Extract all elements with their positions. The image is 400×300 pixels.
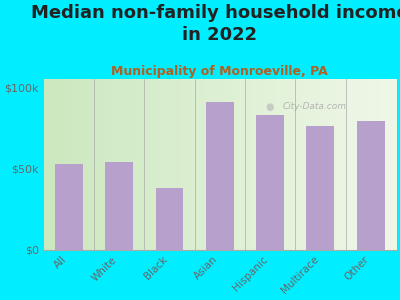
Bar <box>206 102 234 250</box>
Text: ●: ● <box>266 101 274 112</box>
Bar <box>156 188 183 250</box>
Text: Municipality of Monroeville, PA: Municipality of Monroeville, PA <box>111 64 328 78</box>
Bar <box>55 164 82 250</box>
Bar <box>105 162 133 250</box>
Bar <box>357 122 384 250</box>
Bar <box>256 115 284 250</box>
Text: City-Data.com: City-Data.com <box>283 102 347 111</box>
Bar <box>306 126 334 250</box>
Title: Median non-family household income
in 2022: Median non-family household income in 20… <box>31 4 400 44</box>
